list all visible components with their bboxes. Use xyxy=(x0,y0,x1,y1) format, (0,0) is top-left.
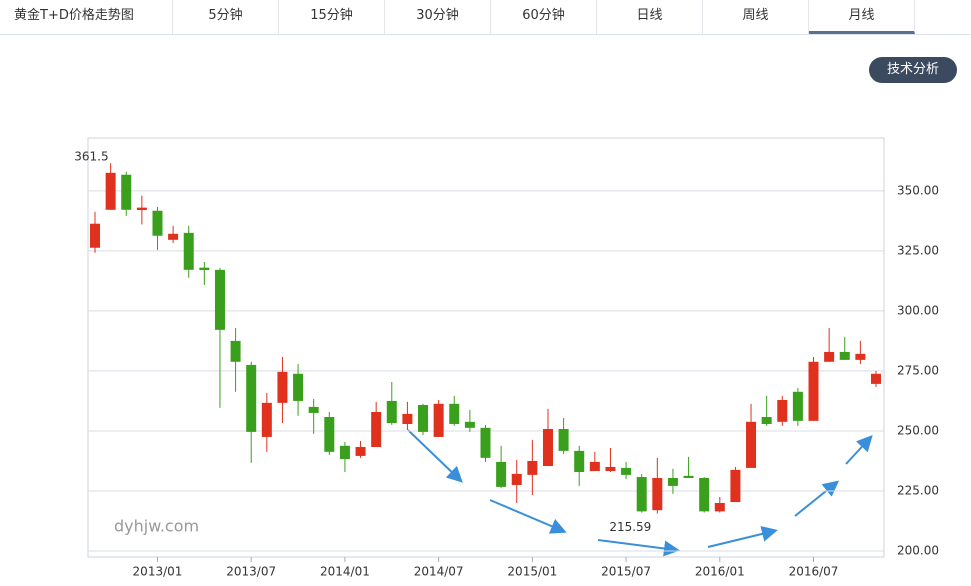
candle-body xyxy=(667,478,678,486)
x-tick-label: 2015/07 xyxy=(601,565,651,579)
tab[interactable]: 15分钟 xyxy=(279,0,385,34)
candle-body xyxy=(855,353,866,360)
y-tick-label: 350.00 xyxy=(897,183,939,197)
x-tick-label: 2016/07 xyxy=(789,565,839,579)
min-label: 215.59 xyxy=(609,520,651,534)
candle-body xyxy=(371,411,382,448)
arrow xyxy=(489,499,567,534)
candle-body xyxy=(230,340,241,362)
candle-body xyxy=(714,502,725,512)
candle-body xyxy=(386,400,397,424)
tab[interactable]: 周线 xyxy=(703,0,809,34)
trend-arrows xyxy=(407,429,873,557)
candle-body xyxy=(605,466,616,472)
candle-body xyxy=(246,364,257,432)
candle-body xyxy=(308,406,319,413)
candle-body xyxy=(183,232,194,270)
candle-body xyxy=(339,445,350,460)
candle-body xyxy=(418,405,429,432)
candle-body xyxy=(558,429,569,451)
candle-body xyxy=(402,413,413,424)
candle-body xyxy=(574,450,585,472)
arrow xyxy=(597,539,680,557)
candle-body xyxy=(792,391,803,421)
candle-body xyxy=(324,417,335,452)
tab[interactable]: 日线 xyxy=(597,0,703,34)
candle-body xyxy=(152,210,163,236)
y-tick-label: 200.00 xyxy=(897,543,939,557)
candle-body xyxy=(636,477,647,512)
tab-active[interactable]: 月线 xyxy=(809,0,915,34)
analysis-button[interactable]: 技术分析 xyxy=(869,57,957,83)
tab[interactable]: 5分钟 xyxy=(173,0,279,34)
candle-body xyxy=(746,421,757,468)
candle-body xyxy=(839,351,850,360)
candle-body xyxy=(542,429,553,466)
candle-body xyxy=(621,467,632,475)
y-tick-label: 325.00 xyxy=(897,243,939,257)
x-tick-label: 2014/07 xyxy=(414,565,464,579)
candle-body xyxy=(511,473,522,485)
x-tick-label: 2013/07 xyxy=(226,565,276,579)
candle-body xyxy=(199,267,210,271)
tab[interactable]: 60分钟 xyxy=(491,0,597,34)
candle-body xyxy=(214,269,225,330)
y-tick-label: 275.00 xyxy=(897,363,939,377)
candle-body xyxy=(699,478,710,512)
page-title: 黄金T+D价格走势图 xyxy=(0,0,173,34)
candle-body xyxy=(433,403,444,437)
arrow xyxy=(845,435,873,465)
candle-body xyxy=(261,402,272,437)
candle-body xyxy=(761,417,772,424)
candle-body xyxy=(589,461,600,472)
candle-body xyxy=(168,233,179,240)
plot-frame xyxy=(87,137,885,558)
y-tick-label: 250.00 xyxy=(897,423,939,437)
arrow xyxy=(707,526,778,548)
candle-body xyxy=(870,373,881,384)
candle-body xyxy=(824,351,835,362)
watermark: dyhjw.com xyxy=(114,517,199,536)
max-label: 361.5 xyxy=(74,150,108,164)
candle-body xyxy=(683,475,694,479)
candle-body xyxy=(121,174,132,210)
tab-bar: 黄金T+D价格走势图 5分钟 15分钟 30分钟 60分钟 日线 周线 月线 xyxy=(0,0,971,35)
arrow xyxy=(407,429,463,483)
x-tick-label: 2013/01 xyxy=(133,565,183,579)
candle-body xyxy=(293,373,304,401)
candle-body xyxy=(808,361,819,421)
x-tick-label: 2016/01 xyxy=(695,565,745,579)
candle-body xyxy=(496,461,507,487)
candle-body xyxy=(480,427,491,458)
arrow xyxy=(794,480,840,517)
y-tick-label: 225.00 xyxy=(897,483,939,497)
x-tick-label: 2015/01 xyxy=(507,565,557,579)
candle-body xyxy=(730,469,741,503)
candle-body xyxy=(136,207,147,211)
candle-body xyxy=(90,223,101,248)
candle-body xyxy=(277,371,288,403)
candle-body xyxy=(464,421,475,428)
tab[interactable]: 30分钟 xyxy=(385,0,491,34)
candle-body xyxy=(105,172,116,210)
candle-body xyxy=(527,460,538,475)
candle-body xyxy=(652,478,663,511)
x-tick-label: 2014/01 xyxy=(320,565,370,579)
candle-body xyxy=(355,447,366,456)
candle-body xyxy=(777,399,788,422)
candle-body xyxy=(449,403,460,424)
y-tick-label: 300.00 xyxy=(897,303,939,317)
